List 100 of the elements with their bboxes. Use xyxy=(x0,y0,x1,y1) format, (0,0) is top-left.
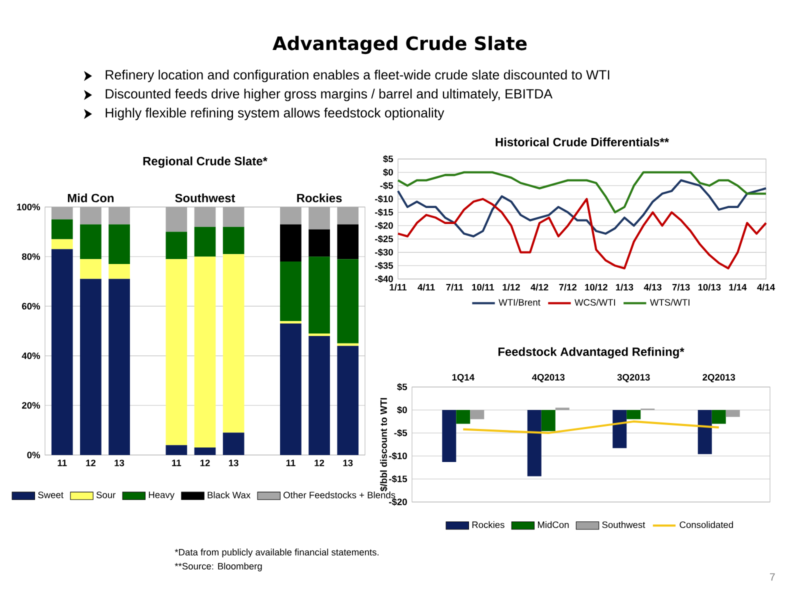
x-tick-label: 7/11 xyxy=(446,284,464,291)
bar xyxy=(280,324,302,455)
x-tick-label: 4Q2013 xyxy=(532,374,565,382)
x-tick-label: 11 xyxy=(286,460,296,466)
y-tick-label: -$30 xyxy=(375,248,393,256)
bar xyxy=(308,336,330,455)
x-tick-label: 10/13 xyxy=(698,284,721,291)
x-tick-label: 11 xyxy=(58,460,67,466)
text: Advantaged Crude Slate xyxy=(272,36,527,54)
chart-title: Feedstock Advantaged Refining* xyxy=(498,347,684,358)
bar xyxy=(166,232,188,260)
x-tick-label: 13 xyxy=(114,460,124,466)
x-tick-label: 12 xyxy=(200,460,210,466)
legend-label: Southwest xyxy=(602,521,646,528)
y-tick-label: -$10 xyxy=(375,195,393,203)
x-tick-label: 1/12 xyxy=(502,284,520,291)
y-tick-label: -$5 xyxy=(380,182,394,190)
y-tick-label: 20% xyxy=(22,402,40,409)
text: Mid Con xyxy=(68,194,114,202)
bar xyxy=(166,445,188,455)
x-tick-label: 1/11 xyxy=(390,284,407,291)
chart-title: Historical Crude Differentials** xyxy=(496,138,670,146)
y-tick-label: -$5 xyxy=(394,429,408,437)
bar xyxy=(308,333,330,336)
bar xyxy=(80,278,102,455)
y-tick-label: -$35 xyxy=(375,262,394,270)
text: **Source: Bloomberg xyxy=(174,562,262,572)
y-tick-label: $5 xyxy=(383,155,394,163)
legend-label: Consolidated xyxy=(680,521,733,528)
y-tick-label: -$15 xyxy=(389,475,408,483)
x-tick-label: 7/12 xyxy=(559,284,577,291)
text: Highly flexible refining system allows feedstock optionality xyxy=(106,108,444,120)
x-tick-label: 13 xyxy=(228,460,238,466)
legend-label: Other Feedstocks + Blends xyxy=(284,492,396,498)
x-tick-label: 12 xyxy=(314,460,324,466)
bar xyxy=(80,224,102,260)
y-tick-label: 80% xyxy=(22,253,40,260)
x-tick-label: 4/12 xyxy=(530,284,548,291)
bar xyxy=(337,259,359,344)
x-tick-label: 1/14 xyxy=(729,284,747,291)
text: 7 xyxy=(770,573,775,581)
y-tick-label: -$20 xyxy=(389,498,407,506)
y-tick-label: 100% xyxy=(17,204,40,210)
x-tick-label: 10/12 xyxy=(585,284,608,291)
x-tick-label: 4/13 xyxy=(644,284,662,291)
x-tick-label: 1/13 xyxy=(616,284,634,291)
y-tick-label: 0% xyxy=(27,452,40,458)
bar xyxy=(222,432,244,455)
x-tick-label: 1Q14 xyxy=(452,374,474,382)
y-tick-label: $5 xyxy=(397,383,408,391)
legend-label: WTS/WTI xyxy=(650,298,690,306)
bar xyxy=(108,224,130,264)
y-tick-label: -$40 xyxy=(375,275,393,283)
x-tick-label: 11 xyxy=(172,460,182,466)
line-series xyxy=(462,420,720,434)
text: *Data from publicly available financial statements. xyxy=(174,548,378,558)
x-tick-label: 7/13 xyxy=(672,284,690,291)
legend-label: Rockies xyxy=(472,521,504,528)
legend-label: WCS/WTI xyxy=(574,298,615,306)
bar xyxy=(194,448,216,455)
bar xyxy=(222,254,244,433)
bar xyxy=(194,256,216,448)
y-tick-label: 60% xyxy=(22,302,40,310)
line-series xyxy=(396,179,768,238)
legend-label: Heavy xyxy=(148,492,174,500)
legend-label: WTI/Brent xyxy=(498,298,540,306)
bar xyxy=(308,229,330,257)
text: Refinery location and configuration enables a fleet-wide crude slate discounted to WTI xyxy=(106,70,610,82)
bar xyxy=(280,262,302,322)
y-tick-label: -$15 xyxy=(375,208,394,216)
bar xyxy=(51,219,73,240)
legend-label: MidCon xyxy=(538,521,569,528)
bar xyxy=(337,346,359,455)
bar xyxy=(280,224,302,262)
bar xyxy=(166,259,188,446)
x-tick-label: 2Q2013 xyxy=(702,374,736,382)
y-tick-label: 40% xyxy=(22,352,40,360)
x-tick-label: 4/11 xyxy=(418,284,435,291)
bar xyxy=(108,264,130,279)
bar xyxy=(337,224,359,260)
y-axis-title: $/bbl discount to WTI xyxy=(380,398,388,492)
y-tick-label: -$25 xyxy=(375,235,394,243)
legend-label: Sour xyxy=(96,492,116,498)
x-tick-label: 3Q2013 xyxy=(617,374,650,382)
text: Discounted feeds drive higher gross margins / barrel and ultimately, EBITDA xyxy=(106,88,553,102)
y-tick-label: -$10 xyxy=(389,452,407,460)
bar xyxy=(194,226,216,257)
bar xyxy=(108,278,130,455)
y-tick-label: $0 xyxy=(397,406,407,414)
legend-label: Sweet xyxy=(38,492,64,498)
x-tick-label: 13 xyxy=(343,460,353,466)
text: Southwest xyxy=(175,194,236,202)
bar xyxy=(222,226,244,254)
x-tick-label: 4/14 xyxy=(757,284,776,291)
x-tick-label: 10/11 xyxy=(472,284,494,291)
chart-title: Regional Crude Slate* xyxy=(143,156,268,168)
text: Rockies xyxy=(297,194,342,202)
bar xyxy=(280,321,302,324)
x-tick-label: 12 xyxy=(86,460,96,466)
bar xyxy=(80,259,102,279)
